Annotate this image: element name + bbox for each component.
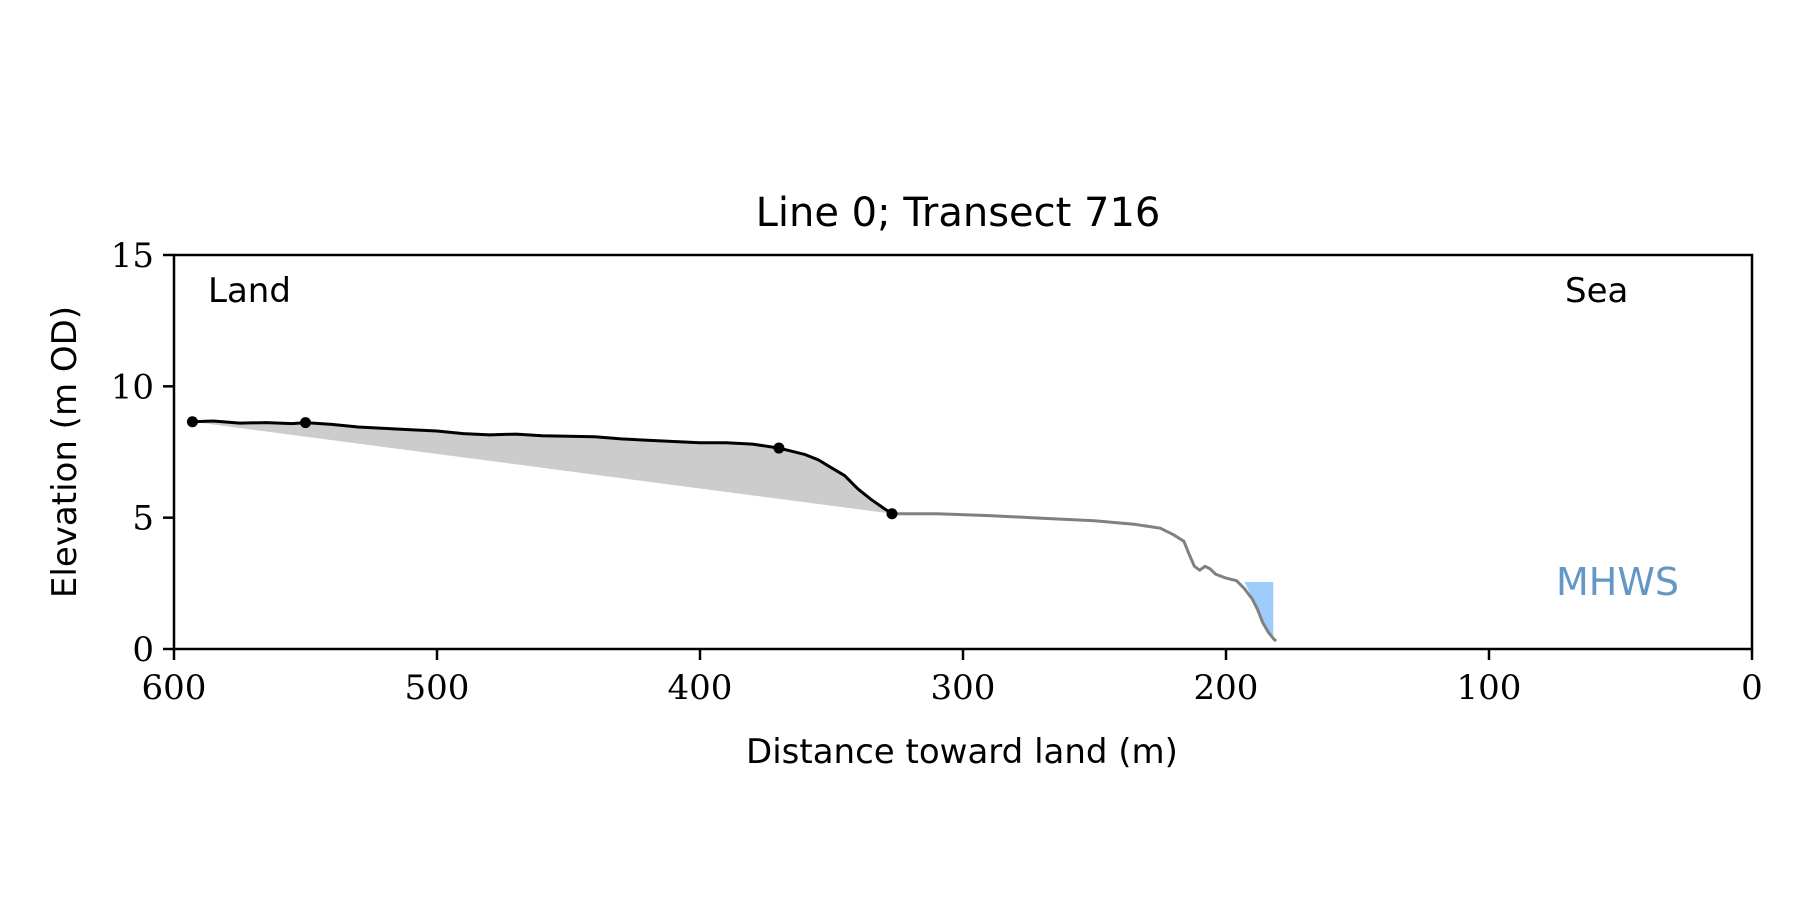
x-tick-label: 400 — [668, 668, 733, 708]
profile-markers — [186, 416, 898, 520]
profile-marker — [773, 442, 785, 454]
x-tick-label: 100 — [1457, 668, 1522, 708]
x-tick-label: 300 — [931, 668, 996, 708]
x-tick-label: 0 — [1741, 668, 1763, 708]
x-tick-label: 200 — [1194, 668, 1259, 708]
profile-marker — [186, 416, 198, 428]
y-tick-label: 15 — [111, 236, 154, 276]
x-tick-label: 600 — [142, 668, 207, 708]
profile-marker — [300, 417, 311, 429]
y-axis: 0 5 10 15 — [111, 236, 174, 670]
land-annotation: Land — [208, 271, 291, 311]
y-tick-label: 5 — [132, 499, 154, 539]
y-tick-label: 0 — [132, 630, 154, 670]
x-axis-label: Distance toward land (m) — [746, 732, 1178, 772]
x-tick-label: 500 — [405, 668, 470, 708]
mhws-annotation: MHWS — [1556, 560, 1679, 604]
y-axis-label: Elevation (m OD) — [45, 306, 85, 598]
profile-marker — [886, 508, 898, 520]
plot-area — [172, 253, 1754, 651]
beach-profile-line — [892, 512, 1278, 643]
y-tick-label: 10 — [111, 367, 154, 407]
x-axis: 600 500 400 300 200 100 0 — [142, 649, 1763, 708]
sea-annotation: Sea — [1565, 271, 1628, 311]
chart-title: Line 0; Transect 716 — [756, 190, 1161, 236]
plot-frame — [172, 253, 1754, 651]
